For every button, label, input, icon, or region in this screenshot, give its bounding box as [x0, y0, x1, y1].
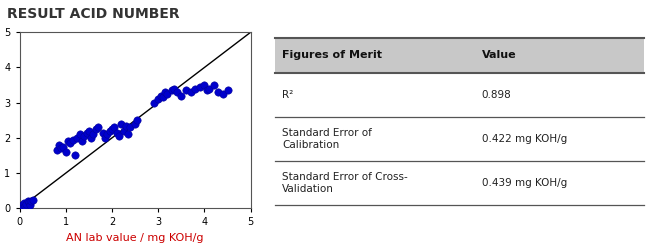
Point	[74, 132, 85, 136]
Point	[114, 134, 124, 138]
Point	[102, 132, 113, 136]
Point	[176, 94, 187, 98]
Point	[20, 204, 31, 208]
Text: 0.422 mg KOH/g: 0.422 mg KOH/g	[482, 134, 567, 144]
Point	[160, 90, 171, 94]
Point	[116, 122, 126, 126]
Point	[56, 147, 66, 151]
Point	[89, 132, 99, 136]
Point	[68, 138, 78, 142]
Point	[19, 201, 29, 205]
Point	[171, 90, 182, 94]
Point	[217, 92, 228, 96]
Point	[223, 88, 233, 92]
Text: 0.898: 0.898	[482, 90, 512, 100]
Point	[208, 83, 219, 87]
Point	[61, 150, 71, 154]
Bar	[275, 117, 644, 161]
Point	[107, 127, 117, 131]
Point	[98, 131, 108, 135]
Point	[104, 129, 115, 133]
X-axis label: AN lab value / mg KOH/g: AN lab value / mg KOH/g	[66, 233, 204, 243]
Bar	[275, 37, 644, 73]
Text: 0.439 mg KOH/g: 0.439 mg KOH/g	[482, 178, 567, 188]
Point	[77, 139, 87, 143]
Point	[72, 136, 83, 140]
Point	[79, 134, 89, 138]
Text: Value: Value	[482, 50, 516, 60]
Point	[195, 85, 205, 89]
Point	[130, 122, 141, 126]
Point	[148, 101, 159, 105]
Point	[65, 141, 76, 145]
Point	[23, 199, 33, 203]
Point	[162, 92, 173, 96]
Point	[186, 90, 196, 94]
Point	[202, 88, 212, 92]
Point	[190, 87, 201, 91]
Point	[25, 203, 35, 207]
Point	[167, 88, 177, 92]
Bar	[275, 161, 644, 205]
Point	[26, 199, 36, 203]
Text: Standard Error of Cross-
Validation: Standard Error of Cross- Validation	[282, 172, 408, 194]
Point	[86, 136, 96, 140]
Point	[70, 154, 80, 157]
Point	[158, 95, 168, 99]
Point	[58, 145, 68, 149]
Text: R²: R²	[282, 90, 294, 100]
Point	[90, 127, 101, 131]
Point	[28, 197, 38, 201]
Point	[109, 125, 120, 129]
Point	[156, 94, 166, 98]
Point	[169, 87, 180, 91]
Point	[125, 125, 135, 129]
Point	[17, 203, 27, 207]
Point	[18, 205, 29, 209]
Point	[63, 139, 74, 143]
Point	[118, 129, 129, 133]
Point	[120, 124, 131, 127]
Point	[199, 83, 210, 87]
Text: RESULT ACID NUMBER: RESULT ACID NUMBER	[7, 7, 179, 21]
Point	[153, 97, 163, 101]
Point	[51, 148, 62, 152]
Point	[100, 136, 110, 140]
Bar	[275, 73, 644, 117]
Point	[111, 131, 122, 135]
Text: Standard Error of
Calibration: Standard Error of Calibration	[282, 128, 372, 150]
Point	[93, 125, 104, 129]
Point	[81, 131, 92, 135]
Point	[123, 132, 133, 136]
Point	[21, 202, 32, 206]
Point	[132, 118, 143, 122]
Point	[23, 200, 34, 204]
Point	[84, 129, 94, 133]
Point	[213, 90, 223, 94]
Point	[204, 87, 214, 91]
Text: Figures of Merit: Figures of Merit	[282, 50, 382, 60]
Point	[181, 88, 191, 92]
Point	[53, 143, 64, 147]
